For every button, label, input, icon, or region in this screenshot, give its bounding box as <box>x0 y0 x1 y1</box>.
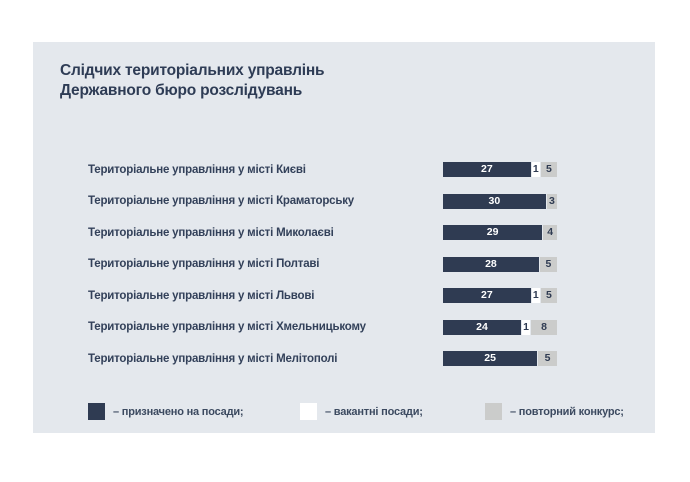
bar-segment-vacant: 1 <box>531 288 540 304</box>
bar-segment-repeat: 3 <box>546 193 557 209</box>
row-label: Територіальне управління у місті Полтаві <box>88 258 320 271</box>
legend-label-repeat: – повторний конкурс; <box>510 405 624 418</box>
bar-segment-appointed: 28 <box>443 256 539 272</box>
title-line-1: Слідчих територіальних управлінь <box>60 62 325 79</box>
chart-row: Територіальне управління у місті Києві 2… <box>33 154 655 186</box>
row-label: Територіальне управління у місті Миколає… <box>88 226 334 239</box>
bar-segment-repeat: 8 <box>531 319 557 335</box>
infographic-card: Слідчих територіальних управлінь Державн… <box>33 42 655 433</box>
bar-segment-appointed: 29 <box>443 225 543 241</box>
chart-row: Територіальне управління у місті Львові … <box>33 280 655 312</box>
bar-segment-vacant: 1 <box>531 162 540 178</box>
bar-segment-repeat: 5 <box>539 256 557 272</box>
page-title: Слідчих територіальних управлінь Державн… <box>60 61 325 101</box>
bar-segment-repeat: 5 <box>540 288 557 304</box>
chart-row: Територіальне управління у місті Миколає… <box>33 217 655 249</box>
legend-swatch-vacant <box>300 403 317 420</box>
stacked-bar: 28 5 <box>443 256 557 272</box>
bar-segment-appointed: 24 <box>443 319 521 335</box>
legend-item-appointed: – призначено на посади; <box>88 403 244 420</box>
row-label: Територіальне управління у місті Мелітоп… <box>88 352 338 365</box>
chart-row: Територіальне управління у місті Крамато… <box>33 186 655 218</box>
stacked-bar: 29 4 <box>443 225 557 241</box>
bar-segment-appointed: 27 <box>443 162 531 178</box>
bar-segment-repeat: 5 <box>538 351 557 367</box>
row-label: Територіальне управління у місті Києві <box>88 163 306 176</box>
legend-swatch-appointed <box>88 403 105 420</box>
bar-segment-repeat: 5 <box>540 162 557 178</box>
title-line-2: Державного бюро розслідувань <box>60 82 303 99</box>
bar-segment-appointed: 27 <box>443 288 531 304</box>
legend-label-appointed: – призначено на посади; <box>113 405 244 418</box>
bar-segment-repeat: 4 <box>543 225 557 241</box>
chart-row: Територіальне управління у місті Хмельни… <box>33 312 655 344</box>
row-label: Територіальне управління у місті Хмельни… <box>88 321 366 334</box>
bar-segment-appointed: 25 <box>443 351 538 367</box>
legend-item-vacant: – вакантні посади; <box>300 403 423 420</box>
chart-row: Територіальне управління у місті Мелітоп… <box>33 343 655 375</box>
bar-segment-appointed: 30 <box>443 193 546 209</box>
chart-rows: Територіальне управління у місті Києві 2… <box>33 154 655 375</box>
stacked-bar: 30 3 <box>443 193 557 209</box>
legend-item-repeat: – повторний конкурс; <box>485 403 624 420</box>
bar-segment-vacant: 1 <box>522 319 530 335</box>
row-label: Територіальне управління у місті Львові <box>88 289 315 302</box>
legend: – призначено на посади; – вакантні посад… <box>33 403 655 425</box>
row-label: Територіальне управління у місті Крамато… <box>88 195 355 208</box>
stacked-bar: 25 5 <box>443 351 557 367</box>
legend-swatch-repeat <box>485 403 502 420</box>
legend-label-vacant: – вакантні посади; <box>325 405 423 418</box>
stacked-bar: 27 1 5 <box>443 162 557 178</box>
chart-row: Територіальне управління у місті Полтаві… <box>33 249 655 281</box>
stacked-bar: 24 1 8 <box>443 319 557 335</box>
stacked-bar: 27 1 5 <box>443 288 557 304</box>
